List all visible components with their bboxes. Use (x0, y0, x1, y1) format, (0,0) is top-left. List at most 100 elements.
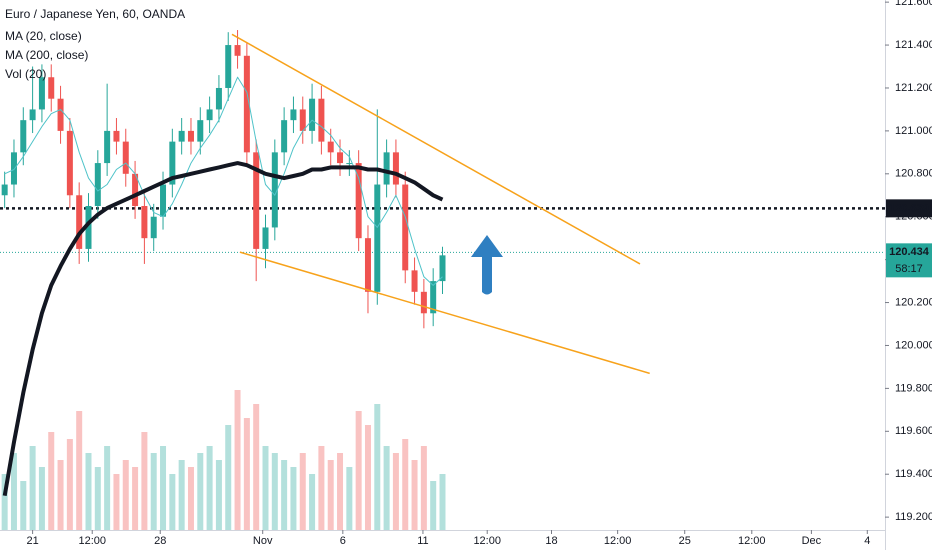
y-tick-label: 119.600 (895, 425, 932, 437)
candle-body (76, 195, 83, 249)
candle-body (262, 227, 269, 249)
volume-bar (20, 481, 27, 530)
candle-body (271, 152, 278, 228)
volume-bar (206, 446, 213, 530)
candle-body (281, 120, 288, 153)
volume-bar (281, 460, 288, 530)
candle-body (85, 205, 92, 249)
candle-body (169, 141, 176, 185)
candle-body (439, 255, 446, 282)
x-tick-label: 25 (679, 535, 691, 547)
moving-average-line (2, 161, 444, 497)
y-tick-label: 119.200 (895, 511, 932, 523)
volume-bar (253, 404, 260, 530)
indicator-label: MA (20, close) (5, 29, 82, 43)
volume-bar (346, 467, 353, 530)
y-tick-label: 121.000 (895, 125, 932, 137)
x-tick-label: 6 (340, 535, 346, 547)
volume-bar (262, 446, 269, 530)
y-tick-label: 120.200 (895, 296, 932, 308)
candle-body (374, 184, 381, 292)
x-tick-label: 11 (417, 535, 428, 547)
volume-bar (374, 404, 381, 530)
candle-body (20, 120, 27, 153)
volume-bar (160, 446, 167, 530)
volume-bar (309, 474, 316, 530)
volume-bar (392, 453, 399, 530)
candle-body (402, 184, 409, 271)
volume-bar (187, 467, 194, 530)
y-tick-label: 120.800 (895, 168, 932, 180)
candle-body (383, 152, 390, 185)
candle-body (57, 98, 64, 131)
candle-body (364, 238, 371, 292)
candle-body (299, 109, 306, 131)
volume-bar (29, 446, 36, 530)
up-arrow-annotation (471, 235, 503, 295)
volume-bar (85, 453, 92, 530)
volume-bar (57, 460, 64, 530)
volume-bar (243, 418, 250, 530)
candle-body (48, 77, 55, 99)
volume-bar (113, 474, 120, 530)
volume-bar (290, 467, 297, 530)
candle-body (38, 77, 45, 110)
volume-bar (76, 411, 83, 530)
volume-bar (430, 481, 437, 530)
candle-body (215, 87, 222, 110)
volume-bar (38, 467, 45, 530)
candle-body (309, 98, 316, 131)
candle-body (206, 109, 213, 121)
candle-body (150, 216, 157, 239)
y-tick-label: 119.800 (895, 382, 932, 394)
price-label-box (886, 243, 932, 278)
x-tick-label: 21 (26, 535, 38, 547)
indicator-label: Vol (20) (5, 67, 46, 81)
x-tick-label: 12:00 (78, 535, 106, 547)
volume-bar (66, 439, 73, 530)
y-tick-label: 121.400 (895, 39, 932, 51)
candle-body (392, 152, 399, 185)
candle-body (113, 130, 120, 142)
candle-body (122, 141, 129, 174)
candle-body (346, 163, 353, 165)
indicator-label: MA (200, close) (5, 48, 88, 62)
volume-bar (122, 460, 129, 530)
volume-bar (271, 453, 278, 530)
x-tick-label: 12:00 (738, 535, 766, 547)
candle-body (187, 130, 194, 142)
candle-body (290, 109, 297, 121)
candle-body (420, 291, 427, 314)
candle-body (104, 130, 111, 164)
candle-body (318, 98, 325, 142)
volume-bar (439, 474, 446, 530)
candle-body (337, 152, 344, 164)
candle-body (160, 184, 167, 217)
y-tick-label: 119.400 (895, 468, 932, 480)
candle-body (234, 45, 241, 56)
volume-bar (215, 460, 222, 530)
trendline (239, 251, 650, 375)
x-tick-label: Dec (802, 535, 822, 547)
x-tick-label: 12:00 (473, 535, 501, 547)
volume-bar (132, 467, 139, 530)
volume-bar (150, 453, 157, 530)
candle-body (141, 205, 148, 239)
candle-body (29, 109, 36, 121)
volume-bar (355, 411, 362, 530)
y-tick-label: 120.000 (895, 339, 932, 351)
candle-body (1, 184, 8, 196)
plot-area (0, 30, 885, 530)
volume-bar (169, 474, 176, 530)
volume-bar (225, 425, 232, 530)
candle-body (10, 152, 17, 185)
volume-bar (234, 390, 241, 530)
price-label: 120.434 (889, 246, 930, 258)
volume-bar (1, 474, 8, 530)
volume-bar (94, 467, 101, 530)
volume-bar (104, 446, 111, 530)
x-tick-label: 4 (864, 535, 870, 547)
volume-bar (364, 425, 371, 530)
